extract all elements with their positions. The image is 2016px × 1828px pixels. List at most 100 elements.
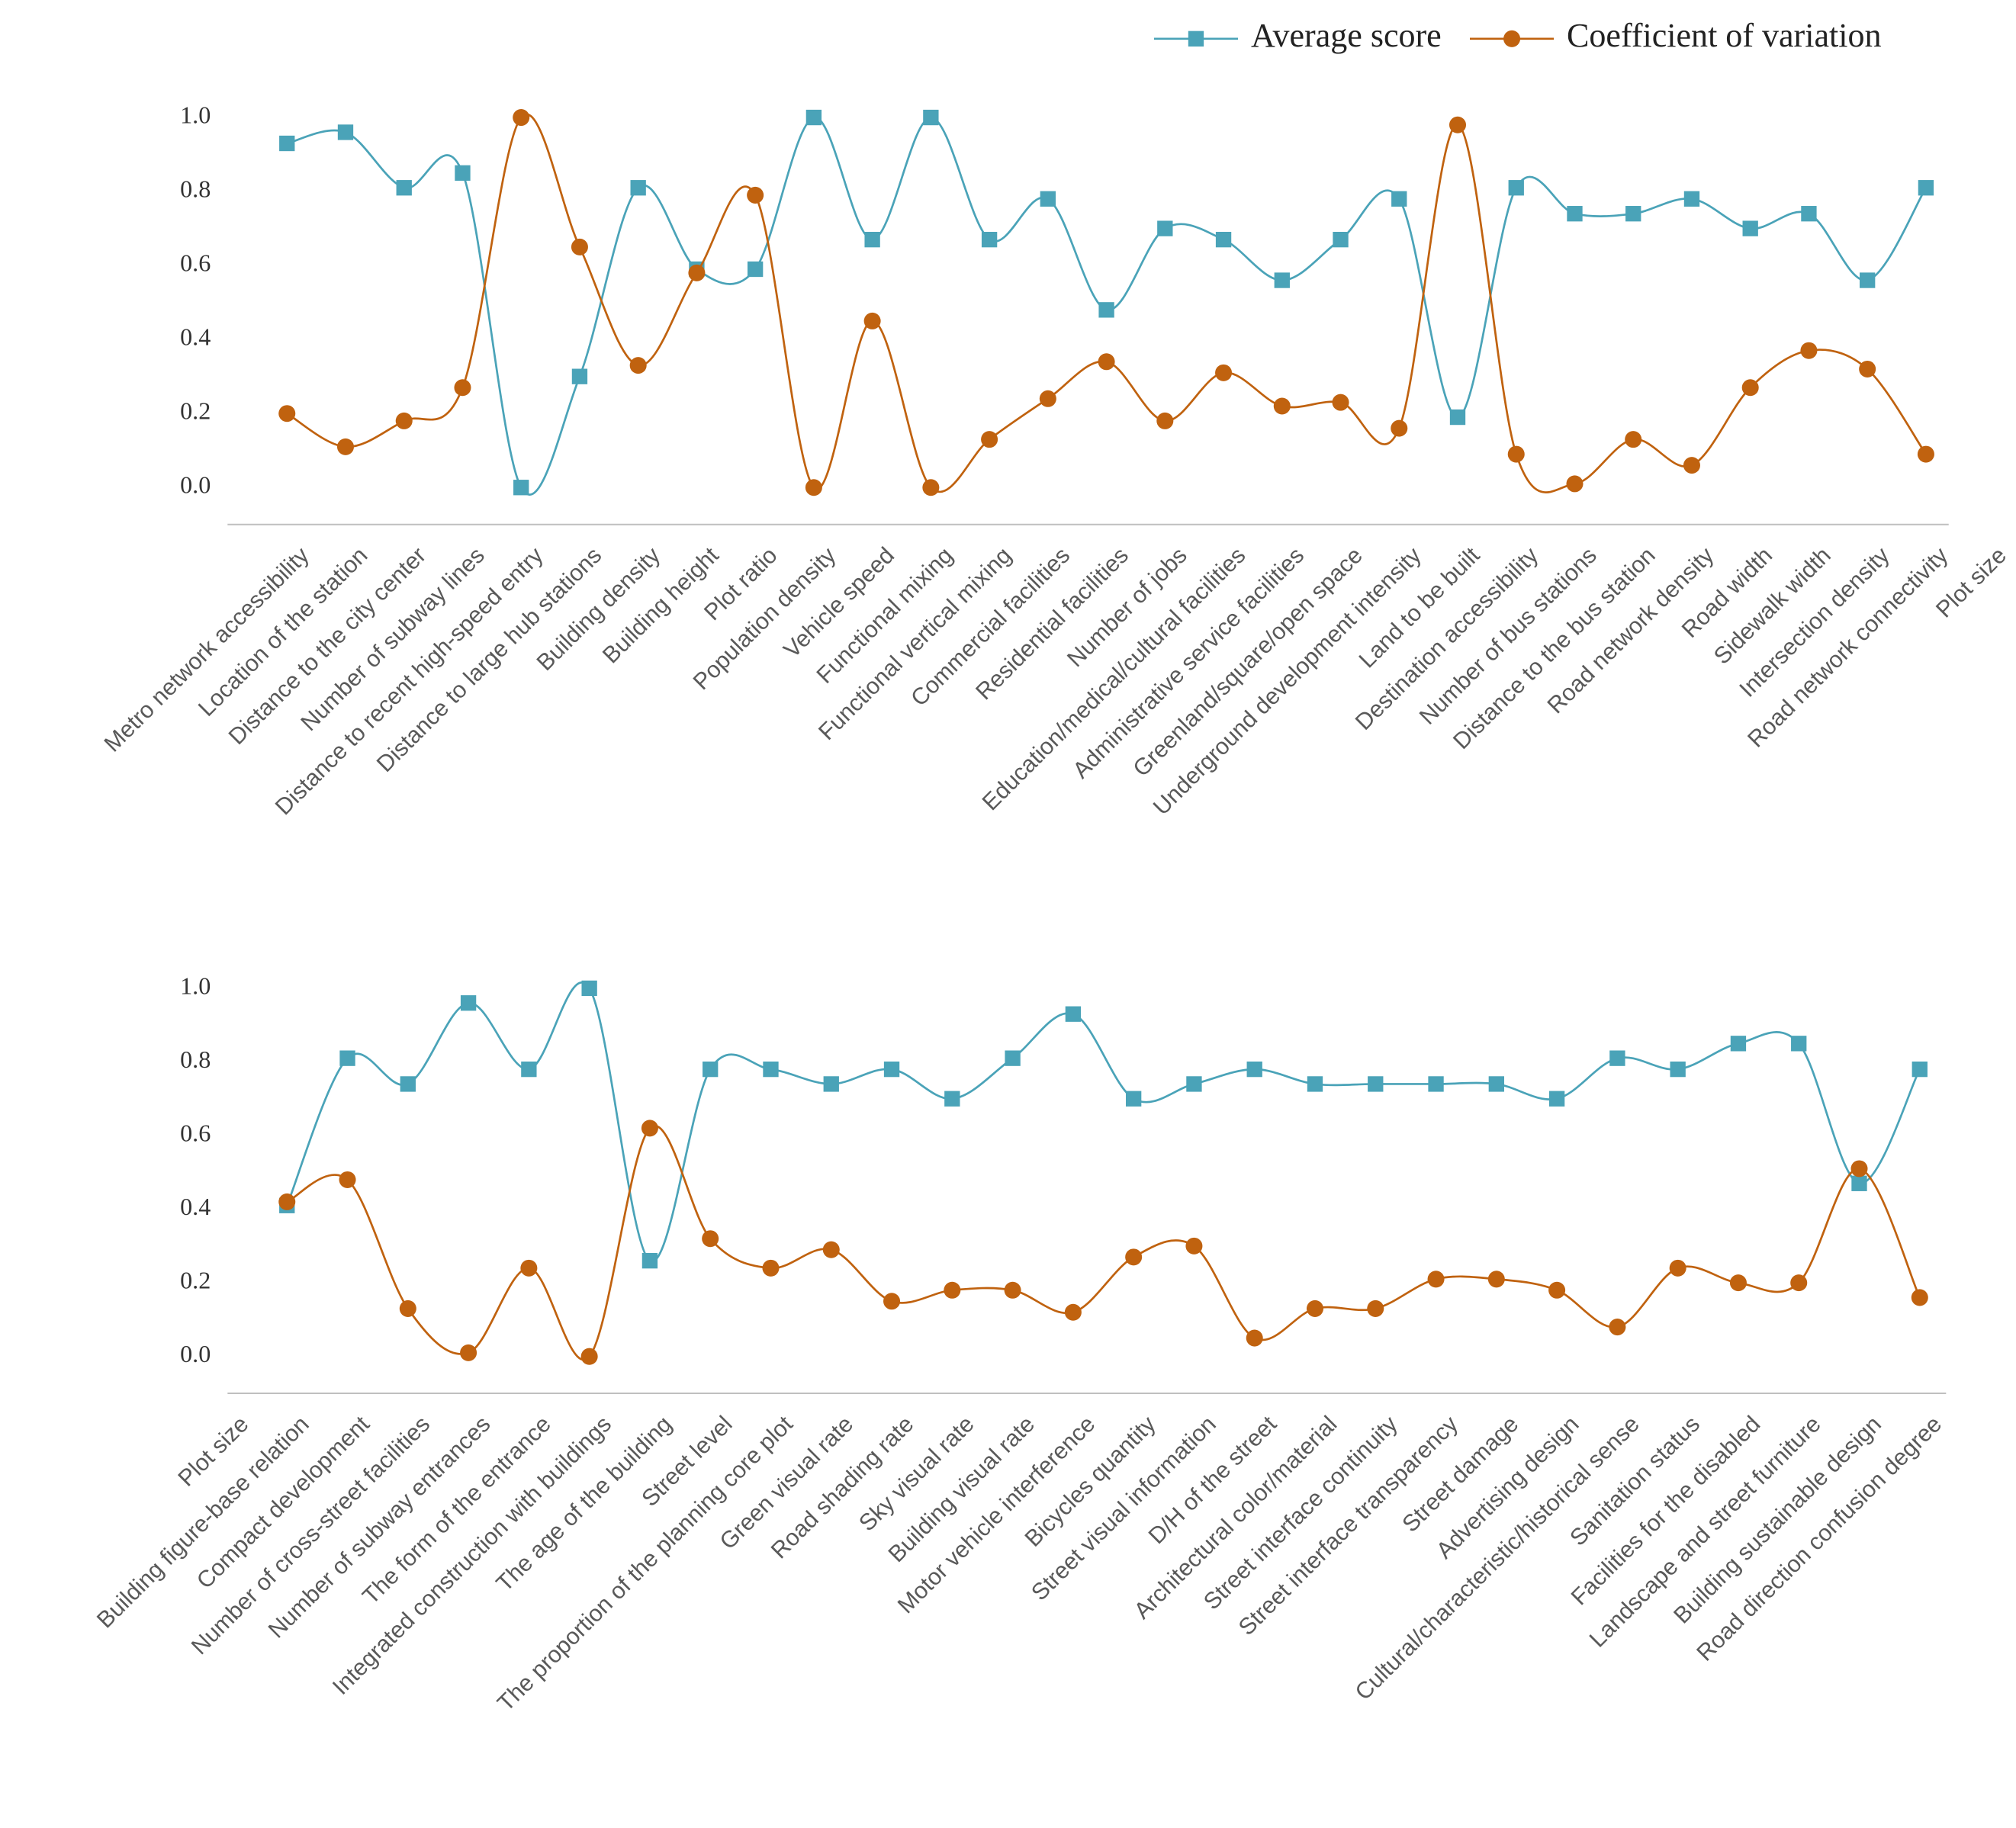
- point: [1683, 191, 1700, 207]
- point: [1791, 1036, 1807, 1052]
- y-tick-label: 1.0: [180, 972, 211, 999]
- legend-marker: [1503, 30, 1521, 47]
- point: [520, 1259, 538, 1277]
- point: [1098, 302, 1114, 318]
- point: [278, 1193, 296, 1210]
- point: [1333, 232, 1349, 248]
- point: [1125, 1091, 1142, 1107]
- y-tick-label: 0.8: [180, 1046, 211, 1073]
- point: [1367, 1300, 1384, 1317]
- point: [1488, 1076, 1504, 1092]
- point: [981, 232, 998, 248]
- point: [805, 109, 822, 126]
- series-line: [286, 1124, 1921, 1361]
- point: [1567, 206, 1583, 222]
- point: [1850, 1160, 1868, 1177]
- point: [1609, 1319, 1626, 1336]
- point: [1246, 1329, 1263, 1347]
- point: [454, 379, 471, 397]
- y-tick-label: 0.0: [180, 1340, 211, 1367]
- point: [581, 980, 597, 997]
- point: [455, 165, 471, 181]
- legend-label: Average score: [1251, 17, 1442, 54]
- y-tick-label: 0.6: [180, 249, 211, 277]
- point: [883, 1061, 900, 1078]
- point: [1215, 232, 1232, 248]
- point: [1859, 360, 1876, 377]
- series-line: [285, 981, 1921, 1263]
- point: [1368, 1076, 1384, 1092]
- y-tick-label: 0.8: [180, 175, 211, 202]
- point: [1851, 1175, 1867, 1191]
- point: [1729, 1274, 1747, 1292]
- point: [513, 109, 530, 127]
- point: [747, 186, 764, 204]
- point: [513, 480, 529, 496]
- point: [1917, 445, 1934, 463]
- point: [400, 1076, 416, 1092]
- point: [1548, 1281, 1566, 1299]
- point: [1306, 1300, 1324, 1317]
- point: [337, 124, 354, 140]
- point: [1307, 1076, 1323, 1092]
- point: [805, 479, 822, 496]
- point: [762, 1259, 780, 1277]
- point: [1274, 272, 1290, 288]
- point: [1064, 1303, 1082, 1321]
- point: [1860, 272, 1876, 288]
- point: [1186, 1076, 1202, 1092]
- point: [1548, 1091, 1565, 1107]
- point: [580, 1348, 598, 1365]
- point: [747, 261, 764, 278]
- point: [1625, 431, 1642, 448]
- point: [1449, 409, 1466, 426]
- point: [1609, 1050, 1625, 1066]
- point: [1507, 445, 1525, 463]
- point: [641, 1120, 658, 1137]
- y-tick-label: 0.4: [180, 323, 211, 351]
- point: [923, 109, 939, 126]
- legend-marker: [1188, 31, 1204, 47]
- point: [922, 479, 940, 496]
- point: [571, 368, 588, 384]
- point: [763, 1061, 779, 1078]
- point: [1742, 220, 1758, 236]
- point: [1185, 1237, 1203, 1255]
- point: [1125, 1248, 1143, 1266]
- point: [1911, 1289, 1928, 1306]
- y-tick-label: 1.0: [180, 101, 211, 128]
- point: [823, 1076, 839, 1092]
- point: [864, 232, 880, 248]
- point: [571, 238, 588, 255]
- point: [1065, 1006, 1082, 1022]
- point: [1741, 379, 1759, 397]
- point: [1683, 457, 1700, 474]
- point: [1508, 180, 1524, 196]
- point: [278, 405, 296, 422]
- point: [1801, 206, 1817, 222]
- point: [1448, 116, 1467, 133]
- point: [1427, 1271, 1445, 1288]
- point: [1273, 397, 1291, 415]
- point: [1332, 394, 1349, 411]
- point: [1246, 1061, 1262, 1078]
- legend-label: Coefficient of variation: [1567, 17, 1881, 54]
- point: [702, 1230, 719, 1248]
- y-tick-label: 0.2: [180, 1267, 211, 1294]
- point: [944, 1281, 961, 1299]
- point: [460, 995, 477, 1011]
- point: [1005, 1050, 1021, 1066]
- point: [1428, 1076, 1444, 1092]
- point: [863, 312, 881, 329]
- point: [981, 431, 998, 448]
- point: [1215, 364, 1233, 381]
- y-tick-label: 0.0: [180, 471, 211, 499]
- point: [822, 1241, 840, 1258]
- x-tick-label: Integrated construction with buildings: [327, 1411, 616, 1700]
- point: [1487, 1271, 1505, 1288]
- point: [1918, 180, 1934, 196]
- x-tick-label: Street interface transparency: [1233, 1411, 1463, 1640]
- point: [1039, 390, 1056, 407]
- point: [1670, 1061, 1686, 1078]
- point: [339, 1050, 355, 1066]
